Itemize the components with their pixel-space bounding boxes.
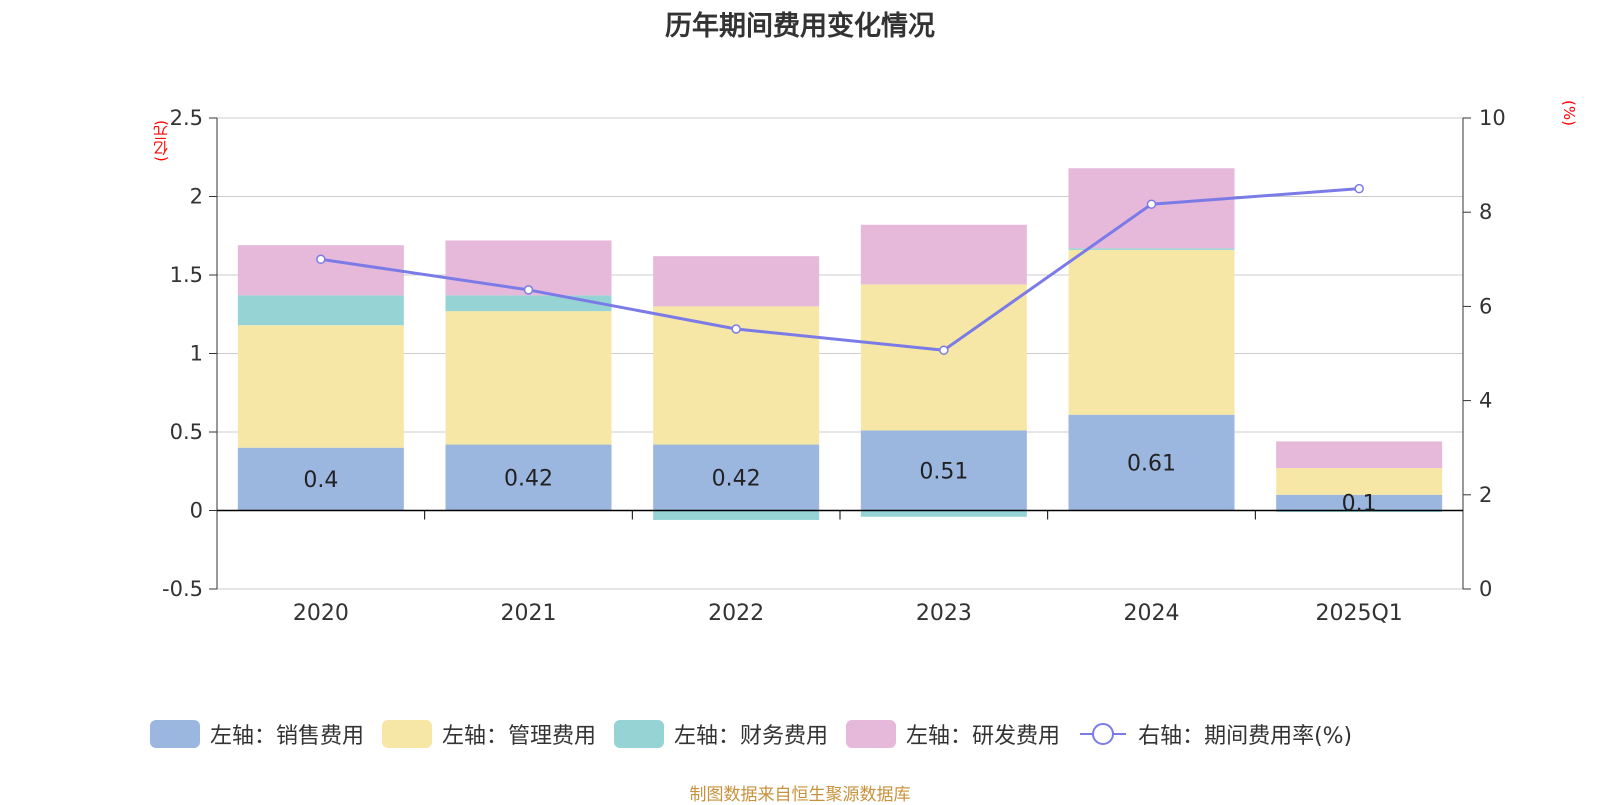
data-source-footer: 制图数据来自恒生聚源数据库 (689, 785, 911, 805)
rate-point-2022 (731, 324, 741, 334)
bar-sales-2021 (445, 444, 612, 511)
data-label-sales: 0.51 (919, 459, 968, 484)
right-axis-tick-label: 10 (1479, 106, 1506, 130)
bar-sales-2023 (860, 430, 1027, 511)
bar-rnd-2022 (653, 256, 820, 307)
bar-sales-2022 (653, 444, 820, 511)
left-axis-tick-label: 0.5 (170, 420, 203, 444)
bar-sales-2025Q1 (1276, 494, 1443, 511)
legend-label-finance: 左轴：财务费用 (674, 724, 829, 749)
bar-admin-2023 (860, 284, 1027, 431)
right-axis-tick-label: 4 (1479, 389, 1492, 413)
right-axis-tick-label: 2 (1479, 483, 1492, 507)
right-axis-unit: (%) (1560, 100, 1578, 126)
legend-item-rnd[interactable]: 左轴：研发费用 (846, 718, 1060, 750)
x-axis-label: 2024 (1124, 601, 1180, 626)
right-axis-tick-label: 0 (1479, 577, 1492, 601)
bar-sales-2024 (1068, 414, 1235, 511)
legend-swatch-rate (1080, 723, 1127, 745)
legend-item-sales[interactable]: 左轴：销售费用 (150, 718, 364, 750)
bar-finance-2021 (445, 295, 612, 312)
bar-rnd-2023 (860, 224, 1027, 285)
bar-sales-2020 (237, 447, 404, 511)
legend-swatch-admin (382, 720, 433, 748)
rate-line (320, 187, 1360, 352)
legend-label-rnd: 左轴：研发费用 (906, 724, 1061, 749)
right-axis-tick-label: 8 (1479, 200, 1492, 224)
left-axis-tick-label: 2.5 (170, 106, 203, 130)
data-label-sales: 0.42 (712, 467, 761, 492)
left-axis-tick-label: -0.5 (162, 577, 203, 601)
bar-finance-2022 (653, 510, 820, 520)
legend-label-sales: 左轴：销售费用 (210, 724, 365, 749)
data-label-sales: 0.4 (303, 468, 338, 493)
bar-finance-2020 (237, 295, 404, 326)
chart-title: 历年期间费用变化情况 (665, 11, 935, 42)
data-label-sales: 0.1 (1342, 492, 1377, 517)
bar-admin-2021 (445, 311, 612, 445)
right-axis-tick-label: 6 (1479, 294, 1492, 318)
legend-item-admin[interactable]: 左轴：管理费用 (382, 718, 596, 750)
left-axis-tick-label: 1 (190, 342, 203, 366)
rate-point-2025Q1 (1354, 183, 1364, 194)
legend-swatch-sales (150, 720, 200, 748)
data-label-sales: 0.61 (1127, 452, 1176, 477)
rate-point-2020 (316, 254, 326, 265)
legend-item-finance[interactable]: 左轴：财务费用 (614, 718, 828, 750)
bar-rnd-2020 (237, 245, 404, 296)
rate-point-2021 (523, 285, 534, 295)
bar-rnd-2025Q1 (1276, 441, 1443, 469)
left-axis-tick-label: 0 (190, 499, 203, 523)
bar-admin-2024 (1068, 249, 1235, 415)
rate-point-2024 (1146, 199, 1157, 209)
legend-label-admin: 左轴：管理费用 (442, 724, 597, 749)
x-axis-label: 2020 (293, 601, 349, 626)
legend-item-rate[interactable]: 右轴：期间费用率(%) (1078, 718, 1352, 750)
bar-admin-2020 (237, 325, 404, 448)
legend: 左轴：销售费用 左轴：管理费用 左轴：财务费用 左轴：研发费用 右轴：期间费用率… (150, 718, 1370, 750)
left-axis-tick-label: 2 (190, 185, 203, 209)
legend-swatch-finance (614, 720, 665, 748)
rate-point-2023 (939, 345, 949, 355)
legend-label-rate: 右轴：期间费用率(%) (1138, 724, 1353, 749)
bar-finance-2023 (860, 510, 1027, 517)
x-axis-label: 2022 (708, 601, 764, 626)
bar-finance-2024 (1068, 248, 1235, 250)
legend-swatch-rnd (846, 720, 897, 748)
data-label-sales: 0.42 (504, 467, 553, 492)
bar-admin-2025Q1 (1276, 468, 1443, 495)
left-axis-tick-label: 1.5 (170, 263, 203, 287)
x-axis-label: 2025Q1 (1316, 601, 1403, 626)
x-axis-label: 2021 (501, 601, 557, 626)
bar-finance-2025Q1 (1276, 510, 1443, 513)
x-axis-label: 2023 (916, 601, 972, 626)
